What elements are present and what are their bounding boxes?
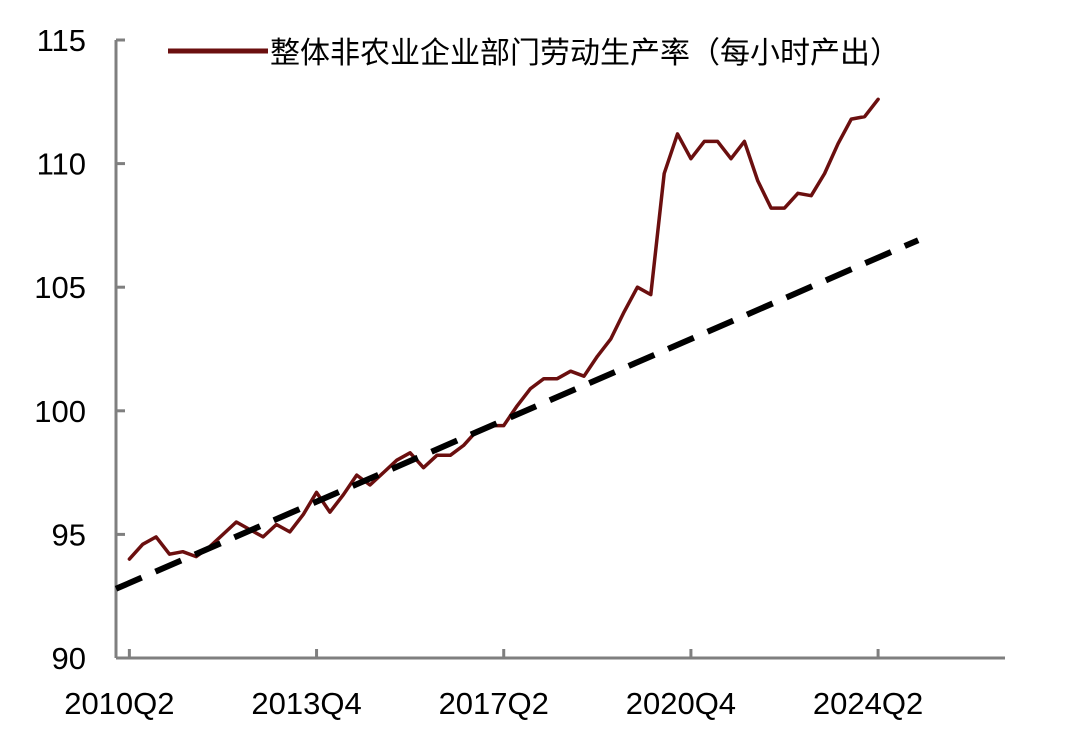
y-tick-label: 90	[52, 641, 86, 676]
y-tick-label: 105	[34, 270, 86, 305]
x-tick-label: 2024Q2	[813, 686, 923, 721]
x-tick-label: 2013Q4	[251, 686, 361, 721]
legend: 整体非农业企业部门劳动生产率（每小时产出）	[168, 36, 900, 71]
axes: 90 95 100 105 110 115 2010Q2 2013Q4 2017Q2 2020Q4…	[34, 23, 1005, 721]
x-tick-label: 2010Q2	[64, 686, 174, 721]
y-tick-label: 95	[52, 517, 86, 552]
x-tick-label: 2020Q4	[626, 686, 736, 721]
trend-line	[114, 237, 920, 592]
productivity-line	[127, 97, 880, 561]
y-tick-label: 110	[37, 147, 86, 182]
series-layer	[114, 97, 920, 592]
x-tick-label: 2017Q2	[439, 686, 549, 721]
y-tick-label: 100	[34, 394, 86, 429]
legend-label: 整体非农业企业部门劳动生产率（每小时产出）	[270, 36, 900, 71]
y-tick-label: 115	[37, 23, 86, 58]
